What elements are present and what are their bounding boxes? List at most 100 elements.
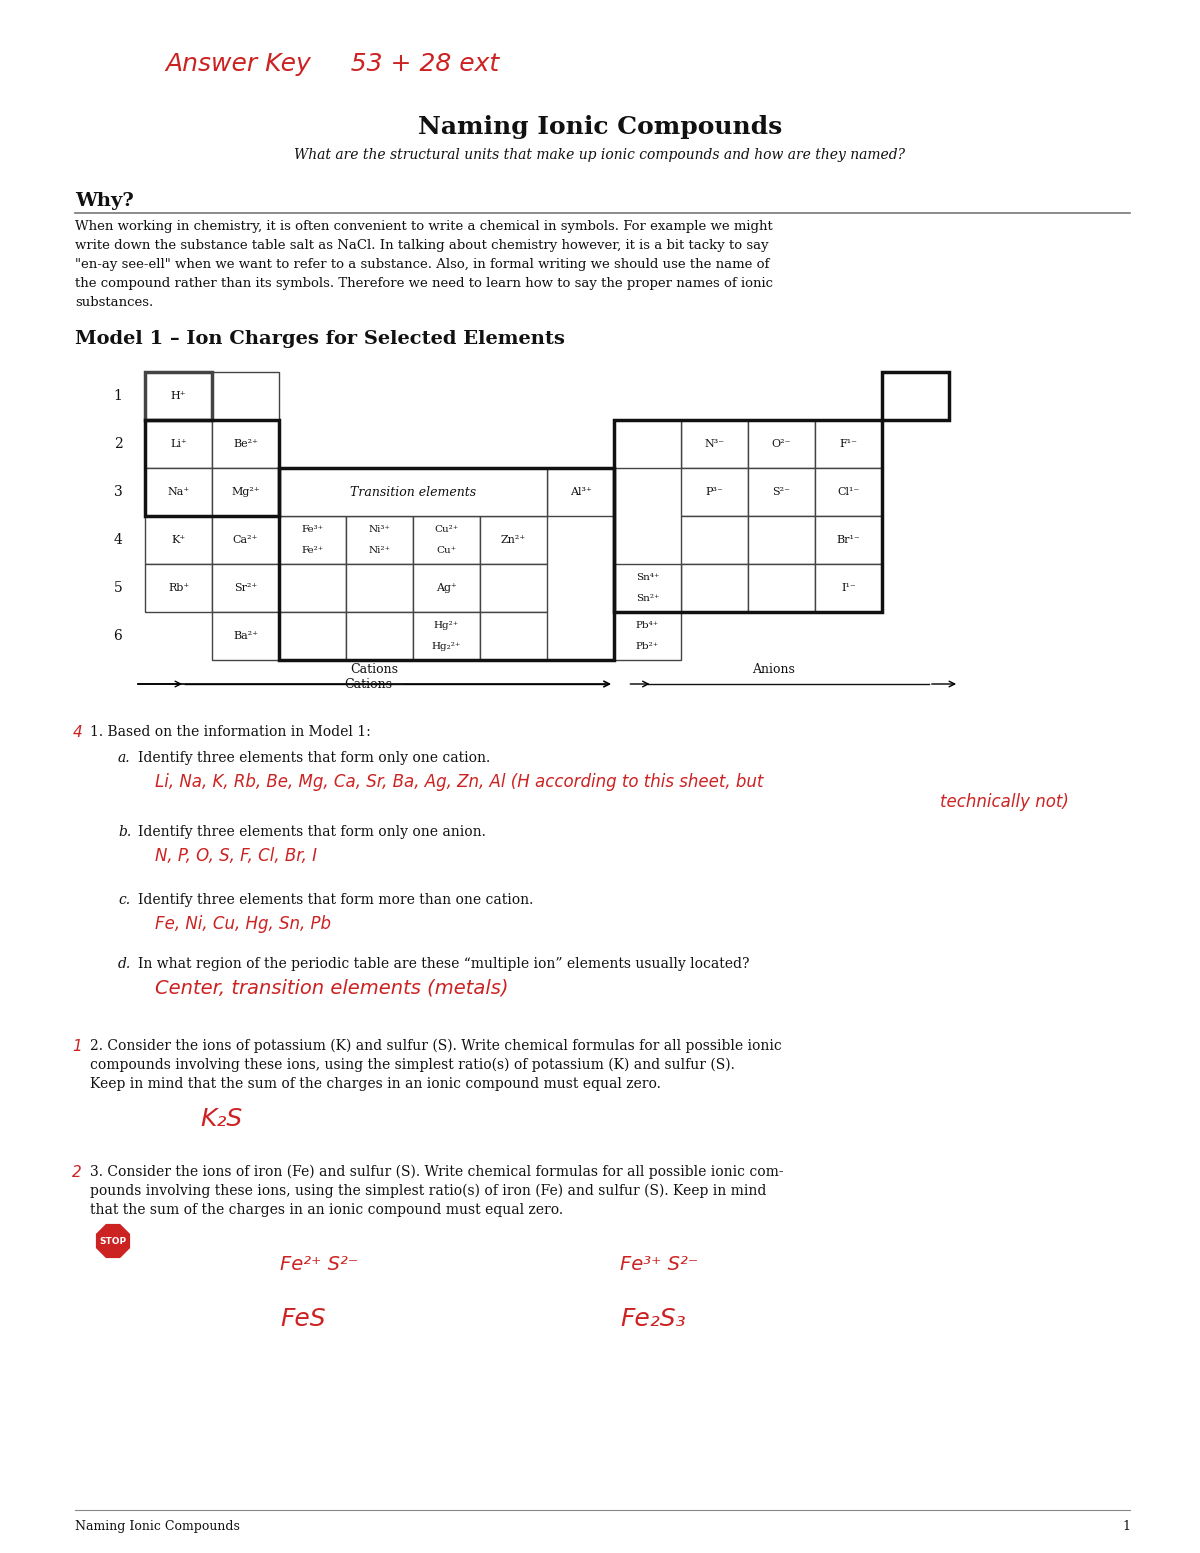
Text: Sn⁴⁺: Sn⁴⁺	[636, 573, 659, 582]
Bar	[682, 467, 748, 516]
Text: Hg₂²⁺: Hg₂²⁺	[432, 641, 461, 651]
Text: Rb⁺: Rb⁺	[168, 582, 190, 593]
Text: Fe²⁺ S²⁻: Fe²⁺ S²⁻	[280, 1255, 358, 1273]
Text: the compound rather than its symbols. Therefore we need to learn how to say the : the compound rather than its symbols. Th…	[74, 276, 773, 290]
Bar	[278, 516, 346, 564]
Text: Naming Ionic Compounds: Naming Ionic Compounds	[418, 115, 782, 140]
Text: Cations—: Cations—	[344, 677, 404, 691]
Text: technically not): technically not)	[940, 794, 1069, 811]
Text: 6: 6	[114, 629, 122, 643]
Text: 4: 4	[114, 533, 122, 547]
Bar	[748, 564, 815, 612]
Text: I¹⁻: I¹⁻	[841, 582, 856, 593]
Text: d.: d.	[118, 957, 131, 971]
Text: Identify three elements that form more than one cation.: Identify three elements that form more t…	[138, 893, 533, 907]
Text: compounds involving these ions, using the simplest ratio(s) of potassium (K) and: compounds involving these ions, using th…	[90, 1058, 734, 1073]
Bar	[346, 516, 413, 564]
Text: 2: 2	[72, 1165, 82, 1180]
Text: Identify three elements that form only one anion.: Identify three elements that form only o…	[138, 825, 486, 839]
Text: Fe³⁺: Fe³⁺	[301, 525, 324, 534]
Text: Cu²⁺: Cu²⁺	[434, 525, 458, 534]
Text: FeS: FeS	[280, 1308, 325, 1331]
Text: Why?: Why?	[74, 193, 133, 210]
Text: 2: 2	[114, 436, 122, 450]
Bar	[212, 516, 278, 564]
Bar	[682, 516, 748, 564]
Bar	[346, 612, 413, 660]
Bar	[212, 419, 278, 467]
Text: c.: c.	[118, 893, 130, 907]
Bar	[882, 373, 949, 419]
Text: substances.: substances.	[74, 297, 154, 309]
Text: pounds involving these ions, using the simplest ratio(s) of iron (Fe) and sulfur: pounds involving these ions, using the s…	[90, 1183, 767, 1199]
Bar	[614, 612, 682, 660]
Text: Sr²⁺: Sr²⁺	[234, 582, 257, 593]
Text: What are the structural units that make up ionic compounds and how are they name: What are the structural units that make …	[294, 148, 906, 162]
Text: F¹⁻: F¹⁻	[840, 439, 858, 449]
Text: STOP: STOP	[100, 1236, 126, 1246]
Text: Identify three elements that form only one cation.: Identify three elements that form only o…	[138, 752, 491, 766]
Bar	[145, 373, 212, 419]
Bar	[212, 373, 278, 419]
Text: Al³⁺: Al³⁺	[570, 488, 592, 497]
Text: When working in chemistry, it is often convenient to write a chemical in symbols: When working in chemistry, it is often c…	[74, 221, 773, 233]
Text: Li⁺: Li⁺	[170, 439, 187, 449]
Text: In what region of the periodic table are these “multiple ion” elements usually l: In what region of the periodic table are…	[138, 957, 750, 971]
Bar	[547, 467, 614, 516]
Bar	[815, 419, 882, 467]
Text: Cu⁺: Cu⁺	[437, 547, 456, 554]
Text: Answer Key     53 + 28 ext: Answer Key 53 + 28 ext	[166, 51, 499, 76]
Bar	[278, 467, 614, 660]
Bar	[145, 564, 212, 612]
Text: 3. Consider the ions of iron (Fe) and sulfur (S). Write chemical formulas for al: 3. Consider the ions of iron (Fe) and su…	[90, 1165, 784, 1179]
Text: Hg²⁺: Hg²⁺	[434, 621, 460, 631]
Bar	[480, 516, 547, 564]
Polygon shape	[95, 1222, 132, 1259]
Text: Ni³⁺: Ni³⁺	[368, 525, 390, 534]
Text: H⁺: H⁺	[170, 391, 186, 401]
Bar	[145, 516, 212, 564]
Bar	[682, 564, 748, 612]
Text: Ba²⁺: Ba²⁺	[233, 631, 258, 641]
Text: Model 1 – Ion Charges for Selected Elements: Model 1 – Ion Charges for Selected Eleme…	[74, 329, 565, 348]
Text: Cations: Cations	[350, 663, 398, 676]
Bar	[413, 516, 480, 564]
Text: N³⁻: N³⁻	[704, 439, 725, 449]
Text: write down the substance table salt as NaCl. In talking about chemistry however,: write down the substance table salt as N…	[74, 239, 769, 252]
Bar	[278, 564, 346, 612]
Text: 4: 4	[72, 725, 82, 739]
Text: Keep in mind that the sum of the charges in an ionic compound must equal zero.: Keep in mind that the sum of the charges…	[90, 1076, 661, 1092]
Bar	[882, 373, 949, 419]
Text: 1: 1	[114, 388, 122, 402]
Text: Mg²⁺: Mg²⁺	[232, 488, 260, 497]
Bar	[212, 612, 278, 660]
Text: "en-ay see-ell" when we want to refer to a substance. Also, in formal writing we: "en-ay see-ell" when we want to refer to…	[74, 258, 769, 272]
Text: 2. Consider the ions of potassium (K) and sulfur (S). Write chemical formulas fo: 2. Consider the ions of potassium (K) an…	[90, 1039, 781, 1053]
Bar	[480, 612, 547, 660]
Text: Anions: Anions	[752, 663, 794, 676]
Bar	[346, 564, 413, 612]
Text: 5: 5	[114, 581, 122, 595]
Text: 1: 1	[1122, 1520, 1130, 1533]
Text: Be²⁺: Be²⁺	[233, 439, 258, 449]
Text: Cl¹⁻: Cl¹⁻	[838, 488, 859, 497]
Bar	[748, 467, 815, 516]
Bar	[614, 564, 682, 612]
Text: 1. Based on the information in Model 1:: 1. Based on the information in Model 1:	[90, 725, 371, 739]
Text: Li, Na, K, Rb, Be, Mg, Ca, Sr, Ba, Ag, Zn, Al (H according to this sheet, but: Li, Na, K, Rb, Be, Mg, Ca, Sr, Ba, Ag, Z…	[155, 773, 763, 790]
Text: Br¹⁻: Br¹⁻	[836, 534, 860, 545]
Text: Ag⁺: Ag⁺	[436, 582, 457, 593]
Text: Fe, Ni, Cu, Hg, Sn, Pb: Fe, Ni, Cu, Hg, Sn, Pb	[155, 915, 331, 933]
Bar	[145, 373, 212, 419]
Text: P³⁻: P³⁻	[706, 488, 724, 497]
Text: Pb⁴⁺: Pb⁴⁺	[636, 621, 659, 631]
Text: 1: 1	[72, 1039, 82, 1054]
Bar	[145, 419, 278, 516]
Text: Na⁺: Na⁺	[168, 488, 190, 497]
Bar	[614, 419, 682, 467]
Text: Naming Ionic Compounds: Naming Ionic Compounds	[74, 1520, 240, 1533]
Text: Fe³⁺ S²⁻: Fe³⁺ S²⁻	[620, 1255, 698, 1273]
Text: Ni²⁺: Ni²⁺	[368, 547, 390, 554]
Text: that the sum of the charges in an ionic compound must equal zero.: that the sum of the charges in an ionic …	[90, 1204, 563, 1218]
Text: N, P, O, S, F, Cl, Br, I: N, P, O, S, F, Cl, Br, I	[155, 846, 317, 865]
